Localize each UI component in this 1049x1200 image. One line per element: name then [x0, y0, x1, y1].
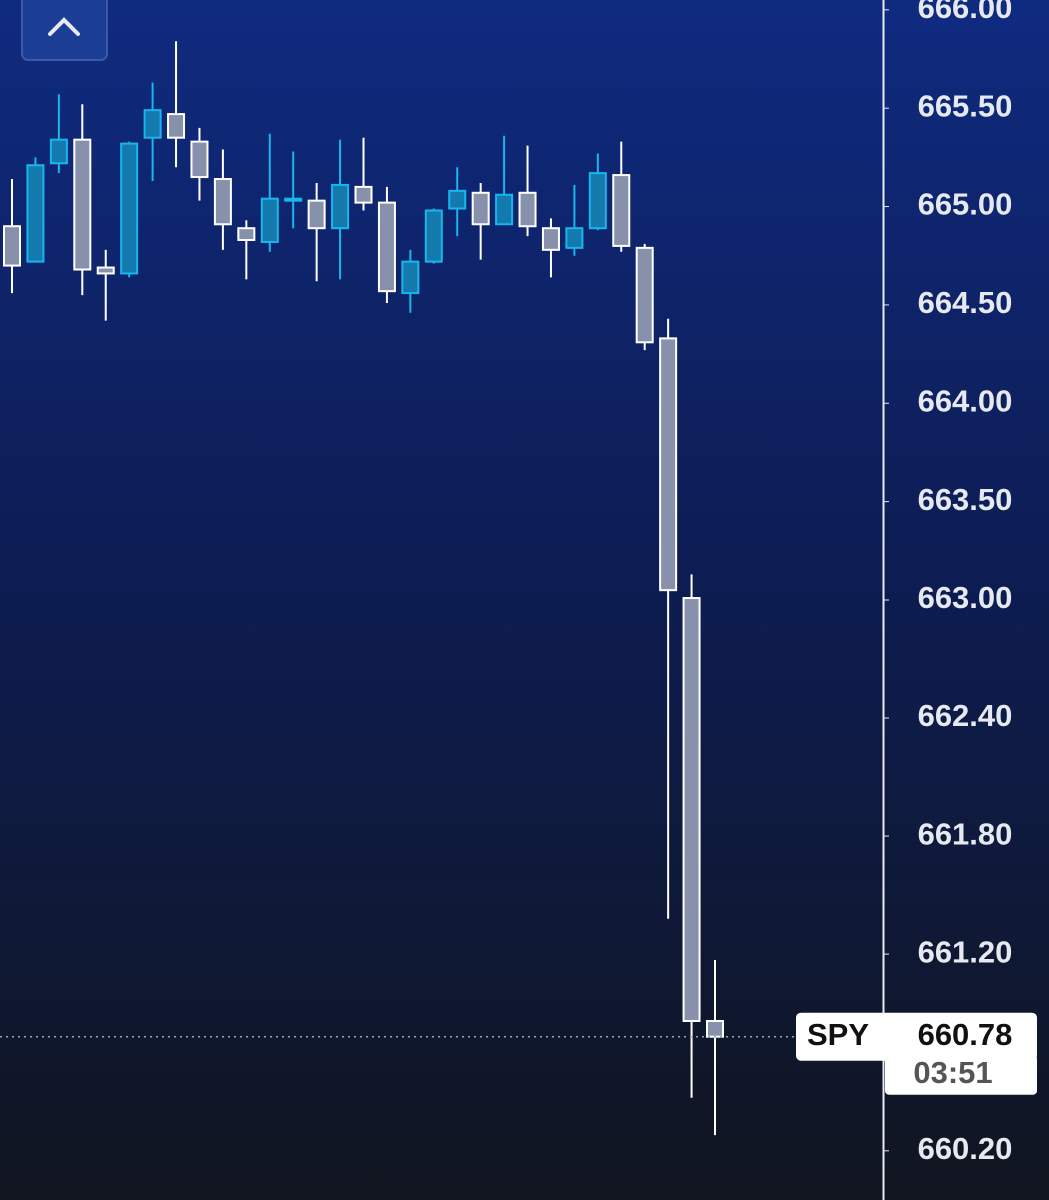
price-label-box	[796, 1012, 1037, 1061]
candle-body	[495, 193, 514, 226]
candle-body	[190, 140, 209, 179]
plot: 666.00 665.50 665.00 664.50 664.00 663.50 663.…	[0, 0, 1037, 1166]
y-tick-label: 661.80	[918, 816, 1013, 851]
candle-body	[167, 113, 186, 139]
candle-body	[49, 138, 68, 165]
symbol-label: SPY	[807, 1017, 869, 1052]
candle-body	[448, 189, 467, 210]
candle-body	[401, 260, 420, 295]
y-tick-label: 663.50	[918, 482, 1013, 517]
last-price-label: 660.78	[918, 1017, 1013, 1052]
candle-body	[377, 201, 396, 293]
candle-body	[331, 183, 350, 230]
candle-body	[635, 246, 654, 344]
candle-body	[120, 142, 139, 275]
y-tick-label: 666.00	[918, 0, 1013, 25]
candle-body	[307, 199, 326, 230]
y-tick-label: 661.20	[918, 934, 1013, 969]
candle-body	[143, 109, 162, 139]
candle-body	[3, 225, 21, 267]
candle-body	[659, 337, 678, 592]
candle-body	[471, 191, 490, 226]
candle-body	[682, 597, 701, 1022]
chevron-up-icon[interactable]	[48, 17, 80, 36]
candle-body	[541, 227, 560, 251]
candle-body	[26, 164, 45, 263]
candle-body	[73, 138, 92, 271]
candle-body	[284, 197, 303, 202]
collapse-button[interactable]	[21, 0, 108, 61]
candle-body	[518, 191, 537, 228]
y-tick-label: 665.00	[918, 187, 1013, 222]
candle-body	[612, 174, 631, 247]
button-bg[interactable]	[21, 0, 108, 61]
y-tick-label: 665.50	[918, 88, 1013, 123]
y-tick-label: 663.00	[918, 580, 1013, 615]
y-tick-label: 664.00	[918, 383, 1013, 418]
candle-body	[588, 172, 607, 230]
y-tick-label: 660.20	[918, 1131, 1013, 1166]
countdown-box	[885, 1054, 1037, 1095]
candle-body	[354, 185, 373, 204]
candle-body	[213, 178, 232, 226]
candle-body	[237, 227, 256, 241]
candle-body	[96, 266, 115, 275]
candle-body	[706, 1019, 724, 1038]
y-tick-label: 662.40	[918, 698, 1013, 733]
candle-body	[260, 197, 279, 243]
candle-body	[565, 227, 584, 249]
y-tick-label: 664.50	[918, 285, 1013, 320]
candle-body	[424, 209, 443, 263]
countdown-label: 03:51	[913, 1055, 992, 1090]
